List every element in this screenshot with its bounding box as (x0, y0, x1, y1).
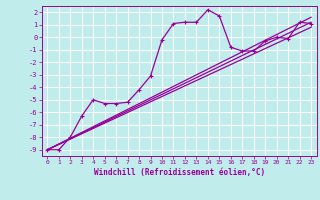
X-axis label: Windchill (Refroidissement éolien,°C): Windchill (Refroidissement éolien,°C) (94, 168, 265, 177)
